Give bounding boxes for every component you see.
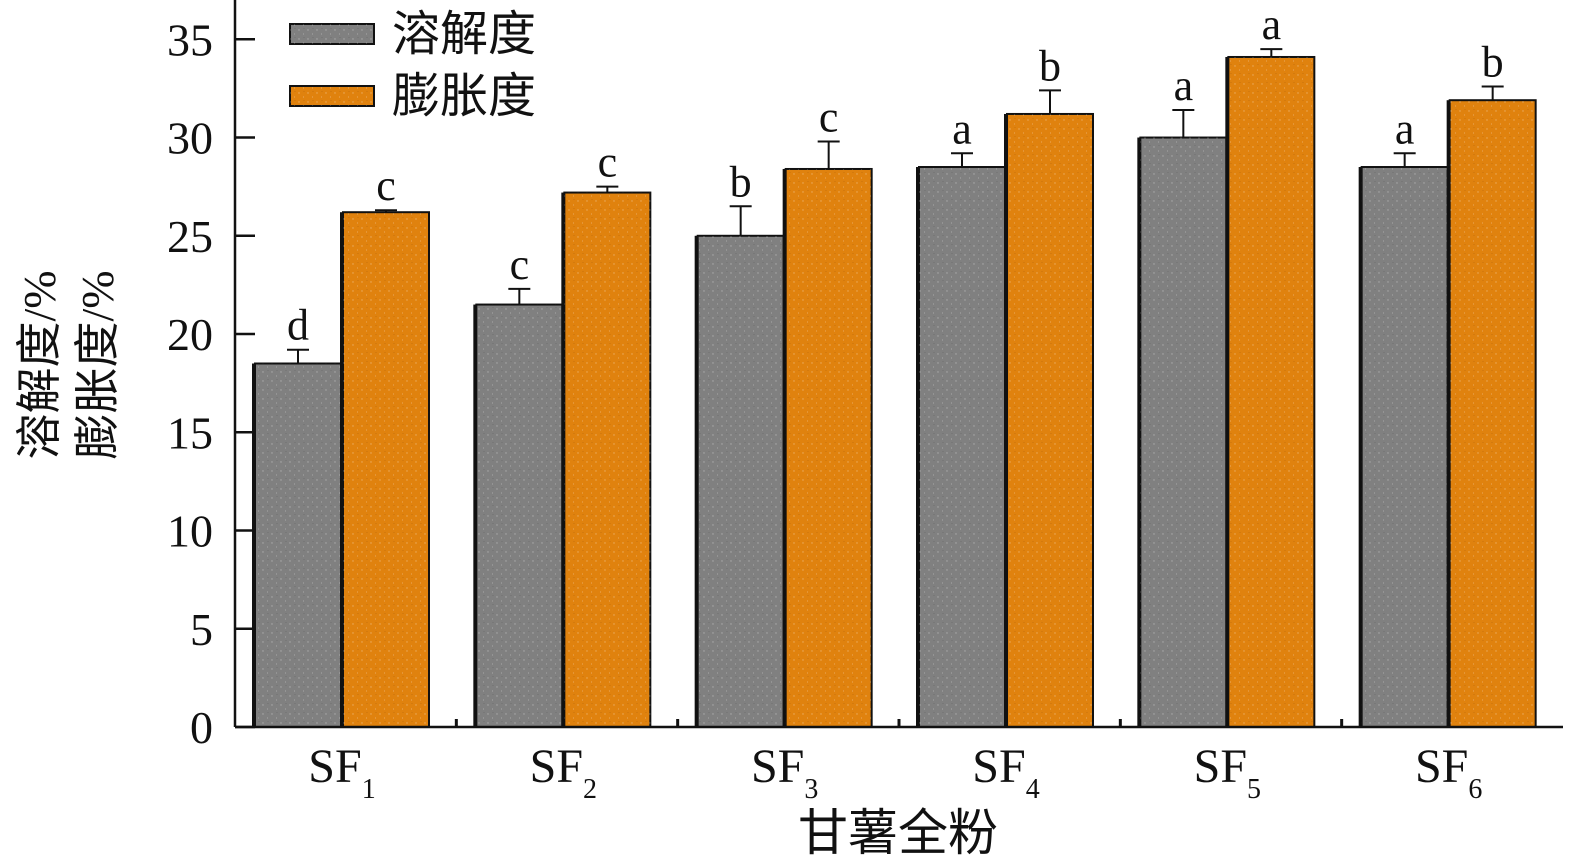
- bar-shadow: [561, 192, 565, 727]
- x-tick-label: SF5: [1194, 740, 1261, 805]
- bar-texture: [785, 168, 872, 727]
- significance-label: d: [287, 301, 309, 350]
- legend-label: 膨胀度: [392, 70, 536, 123]
- y-tick-label: 35: [167, 14, 213, 65]
- bar-shadow: [340, 212, 343, 728]
- bar-texture: [697, 235, 784, 727]
- significance-label: b: [730, 157, 752, 206]
- bar-shadow: [694, 235, 698, 727]
- bar-texture: [1140, 137, 1227, 728]
- bar-texture: [1449, 100, 1536, 727]
- significance-label: a: [1395, 104, 1415, 153]
- bar-shadow: [1137, 137, 1141, 728]
- significance-label: c: [819, 92, 839, 141]
- bar-texture: [1007, 113, 1093, 728]
- y-tick-label: 10: [167, 506, 213, 557]
- y-tick-label: 15: [167, 407, 213, 458]
- bar-texture: [564, 192, 651, 727]
- x-tick-label: SF3: [751, 740, 818, 805]
- bar-shadow: [252, 363, 255, 727]
- bar-texture: [343, 212, 429, 728]
- bar-texture: [1228, 56, 1315, 727]
- significance-label: c: [510, 240, 530, 289]
- y-tick-label: 5: [190, 604, 213, 655]
- significance-label: b: [1039, 41, 1061, 90]
- bar-texture: [476, 304, 563, 727]
- bar-texture: [255, 363, 341, 727]
- x-axis-label: 甘薯全粉: [798, 805, 998, 861]
- x-tick-label: SF1: [308, 740, 375, 805]
- bar-shadow: [1004, 113, 1007, 728]
- y-tick-label: 20: [167, 309, 213, 360]
- significance-label: c: [598, 138, 618, 187]
- significance-label: c: [376, 161, 396, 210]
- bar-shadow: [916, 167, 919, 727]
- x-tick-label: SF6: [1415, 740, 1482, 805]
- significance-label: b: [1482, 37, 1504, 86]
- x-tick-label: SF4: [972, 740, 1039, 805]
- bar-shadow: [1225, 56, 1229, 727]
- bar-shadow: [1446, 100, 1450, 727]
- bar-texture: [919, 167, 1005, 727]
- bar-shadow: [473, 304, 477, 727]
- legend-label: 溶解度: [392, 8, 536, 61]
- legend-swatch-texture: [290, 86, 374, 106]
- significance-label: a: [1262, 0, 1282, 49]
- y-tick-label: 25: [167, 211, 213, 262]
- bar-shadow: [1358, 167, 1362, 727]
- bar-shadow: [782, 168, 786, 727]
- y-axis-label-line2: 膨胀度/%: [72, 270, 123, 459]
- significance-label: a: [1174, 61, 1194, 110]
- x-tick-label: SF2: [530, 740, 597, 805]
- y-axis-label-line1: 溶解度/%: [14, 270, 65, 459]
- significance-label: a: [952, 104, 972, 153]
- bars-layer: d c c c b c a b a a a b: [252, 0, 1537, 729]
- y-tick-label: 30: [167, 113, 213, 164]
- axes-layer: SF1 SF2 SF3 SF4 SF5 SF6 0 5 10 15 20 25 30 35: [167, 0, 1563, 805]
- y-axis-label: 溶解度/% 膨胀度/%: [14, 270, 123, 459]
- legend-swatch-texture: [290, 24, 374, 44]
- bar-texture: [1361, 167, 1448, 727]
- y-tick-label: 0: [190, 702, 213, 753]
